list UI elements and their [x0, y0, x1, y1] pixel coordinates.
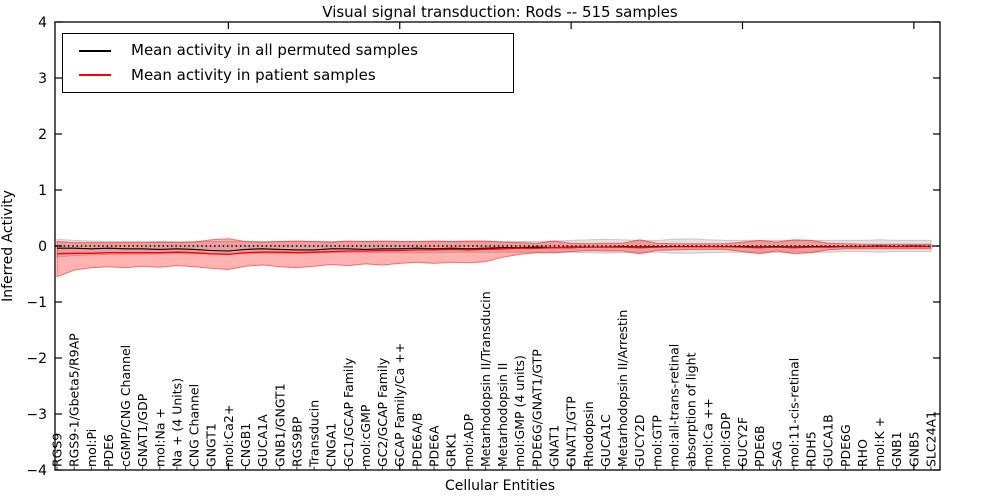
legend-label-permuted: Mean activity in all permuted samples — [131, 41, 418, 60]
entity-label: mol:Pi — [84, 429, 99, 467]
y-axis-ticks: 4 3 2 1 0 −1 −2 −3 −4 — [26, 15, 940, 479]
y-tick-label: 2 — [38, 127, 47, 143]
chart-title: Visual signal transduction: Rods -- 515 … — [322, 3, 678, 21]
entity-label: Transducin — [307, 400, 322, 468]
entity-label: PDE6A — [427, 425, 442, 467]
legend-item-patient: Mean activity in patient samples — [63, 65, 513, 84]
legend-line-red — [79, 74, 111, 77]
y-tick-label: 0 — [38, 239, 47, 255]
y-tick-label: −3 — [26, 407, 47, 423]
legend-label-patient: Mean activity in patient samples — [131, 65, 376, 84]
y-tick-label: −2 — [26, 351, 47, 367]
entity-label: mol:all-trans-retinal — [666, 344, 681, 467]
entity-label: mol:Na + — [152, 408, 167, 467]
entity-label: SLC24A1 — [924, 411, 939, 467]
entity-label: SAG — [769, 441, 784, 467]
y-tick-label: 3 — [38, 71, 47, 87]
entity-label: mol:Ca2+ — [221, 405, 236, 467]
entity-label: Metarhodopsin II/Arrestin — [615, 310, 630, 467]
entity-label: GRK1 — [444, 432, 459, 467]
entity-label: mol:GDP — [718, 412, 733, 467]
y-tick-label: −1 — [26, 295, 47, 311]
entity-label: GC2/GCAP Family — [375, 357, 390, 467]
entity-label: GNAT1 — [547, 425, 562, 467]
entity-label: GC1/GCAP Family — [341, 357, 356, 467]
entity-label: PDE6B — [752, 425, 767, 467]
entity-label: GNB1 — [889, 431, 904, 467]
entity-label: CNGB1 — [238, 423, 253, 467]
entity-label: GNB5 — [906, 431, 921, 467]
entity-label: GUCY2F — [735, 417, 750, 467]
entity-label: GCAP Family/Ca ++ — [392, 343, 407, 467]
entity-label: RGS9 — [50, 433, 65, 467]
entity-label: GNAT1/GTP — [564, 396, 579, 467]
entity-label: cGMP/CNG Channel — [118, 345, 133, 467]
series-lines — [56, 245, 932, 256]
entity-label: GNAT1/GDP — [135, 393, 150, 467]
legend-line-black — [79, 49, 111, 52]
entity-label: mol:cGMP — [358, 404, 373, 467]
entity-label: mol:11-cis-retinal — [786, 358, 801, 467]
entity-label: RGS9-1/Gbeta5/R9AP — [67, 333, 82, 467]
entity-label: Na + (4 Units) — [170, 378, 185, 467]
entity-label: Metarhodopsin II — [495, 363, 510, 467]
y-tick-label: 1 — [38, 183, 47, 199]
mean-line — [56, 245, 931, 256]
entity-label: CNGA1 — [324, 423, 339, 467]
entity-label: mol:ADP — [461, 413, 476, 467]
entity-label: mol:GMP (4 units) — [512, 355, 527, 467]
patient_samples_std_band-area — [56, 238, 932, 278]
y-tick-label: 4 — [38, 15, 47, 31]
entity-label: GUCA1A — [255, 414, 270, 467]
entity-label: GUCY2D — [632, 414, 647, 467]
y-tick-label: −4 — [26, 463, 47, 479]
y-axis-label: Inferred Activity — [0, 190, 16, 302]
entity-label: PDE6 — [101, 434, 116, 467]
entity-label: mol:GTP — [649, 415, 664, 467]
entity-label: mol:K + — [872, 417, 887, 467]
entity-label: GNB1/GNGT1 — [272, 383, 287, 467]
entity-label: Metarhodopsin II/Transducin — [478, 291, 493, 467]
std-bands — [56, 238, 932, 278]
x-axis-label: Cellular Entities — [444, 478, 556, 494]
entity-label: GUCA1B — [821, 414, 836, 467]
entity-label: RGS9BP — [289, 416, 304, 467]
entity-label: RHO — [855, 439, 870, 467]
x-tick-labels: RGS9 RGS9-1/Gbeta5/R9AP mol:Pi PDE6 cGMP/CNG… — [50, 291, 939, 468]
legend-item-permuted: Mean activity in all permuted samples — [63, 43, 513, 58]
entity-label: CNG Channel — [187, 384, 202, 467]
entity-label: Rhodopsin — [581, 401, 596, 467]
entity-label: PDE6G/GNAT1/GTP — [529, 349, 544, 467]
entity-label: GUCA1C — [598, 414, 613, 467]
entity-label: RDH5 — [804, 431, 819, 467]
entity-label: mol:Ca ++ — [701, 398, 716, 467]
entity-label: GNGT1 — [204, 423, 219, 467]
entity-label: PDE6G — [838, 424, 853, 467]
legend: Mean activity in all permuted samples Me… — [62, 33, 514, 93]
x-entity-ticks — [56, 466, 932, 470]
entity-label: PDE6A/B — [409, 413, 424, 467]
entity-label: absorption of light — [684, 352, 699, 467]
